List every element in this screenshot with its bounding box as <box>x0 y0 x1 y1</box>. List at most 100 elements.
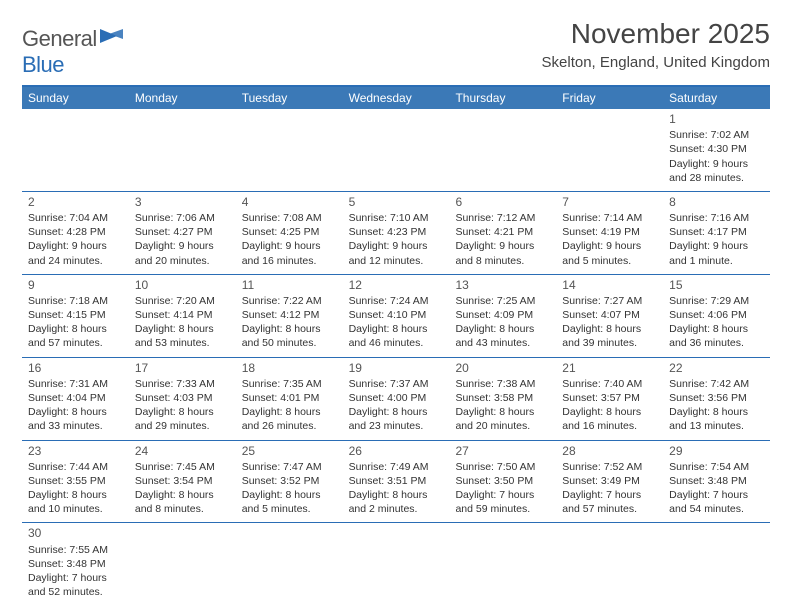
daylight-text: Daylight: 8 hours and 23 minutes. <box>349 405 444 433</box>
sunrise-text: Sunrise: 7:44 AM <box>28 460 123 474</box>
weekday-header: Friday <box>556 87 663 109</box>
day-cell-empty <box>663 523 770 605</box>
day-cell: 16Sunrise: 7:31 AMSunset: 4:04 PMDayligh… <box>22 358 129 440</box>
day-number: 27 <box>455 443 550 459</box>
day-cell: 17Sunrise: 7:33 AMSunset: 4:03 PMDayligh… <box>129 358 236 440</box>
day-number: 4 <box>242 194 337 210</box>
daylight-text: Daylight: 8 hours and 50 minutes. <box>242 322 337 350</box>
day-number: 11 <box>242 277 337 293</box>
sunrise-text: Sunrise: 7:18 AM <box>28 294 123 308</box>
sunset-text: Sunset: 4:03 PM <box>135 391 230 405</box>
weeks-container: 1Sunrise: 7:02 AMSunset: 4:30 PMDaylight… <box>22 109 770 605</box>
logo-text-general: General <box>22 26 97 52</box>
sunrise-text: Sunrise: 7:25 AM <box>455 294 550 308</box>
daylight-text: Daylight: 8 hours and 36 minutes. <box>669 322 764 350</box>
week-row: 16Sunrise: 7:31 AMSunset: 4:04 PMDayligh… <box>22 358 770 441</box>
day-cell: 2Sunrise: 7:04 AMSunset: 4:28 PMDaylight… <box>22 192 129 274</box>
sunset-text: Sunset: 4:28 PM <box>28 225 123 239</box>
sunset-text: Sunset: 3:54 PM <box>135 474 230 488</box>
day-cell: 18Sunrise: 7:35 AMSunset: 4:01 PMDayligh… <box>236 358 343 440</box>
day-cell-empty <box>449 109 556 191</box>
day-number: 29 <box>669 443 764 459</box>
day-cell-empty <box>236 109 343 191</box>
header: General November 2025 Skelton, England, … <box>0 0 792 79</box>
sunrise-text: Sunrise: 7:29 AM <box>669 294 764 308</box>
logo-text-blue: Blue <box>22 52 64 77</box>
sunrise-text: Sunrise: 7:52 AM <box>562 460 657 474</box>
daylight-text: Daylight: 8 hours and 39 minutes. <box>562 322 657 350</box>
day-number: 28 <box>562 443 657 459</box>
sunset-text: Sunset: 3:58 PM <box>455 391 550 405</box>
day-cell-empty <box>236 523 343 605</box>
sunset-text: Sunset: 3:48 PM <box>28 557 123 571</box>
weekday-header: Monday <box>129 87 236 109</box>
sunrise-text: Sunrise: 7:12 AM <box>455 211 550 225</box>
sunset-text: Sunset: 4:00 PM <box>349 391 444 405</box>
week-row: 23Sunrise: 7:44 AMSunset: 3:55 PMDayligh… <box>22 441 770 524</box>
day-cell: 14Sunrise: 7:27 AMSunset: 4:07 PMDayligh… <box>556 275 663 357</box>
daylight-text: Daylight: 9 hours and 1 minute. <box>669 239 764 267</box>
week-row: 1Sunrise: 7:02 AMSunset: 4:30 PMDaylight… <box>22 109 770 192</box>
title-block: November 2025 Skelton, England, United K… <box>542 18 770 71</box>
day-cell: 13Sunrise: 7:25 AMSunset: 4:09 PMDayligh… <box>449 275 556 357</box>
daylight-text: Daylight: 8 hours and 29 minutes. <box>135 405 230 433</box>
day-cell-empty <box>22 109 129 191</box>
sunrise-text: Sunrise: 7:08 AM <box>242 211 337 225</box>
sunrise-text: Sunrise: 7:47 AM <box>242 460 337 474</box>
logo: General <box>22 26 125 52</box>
day-number: 9 <box>28 277 123 293</box>
sunset-text: Sunset: 4:12 PM <box>242 308 337 322</box>
day-cell: 4Sunrise: 7:08 AMSunset: 4:25 PMDaylight… <box>236 192 343 274</box>
day-cell: 24Sunrise: 7:45 AMSunset: 3:54 PMDayligh… <box>129 441 236 523</box>
sunrise-text: Sunrise: 7:14 AM <box>562 211 657 225</box>
daylight-text: Daylight: 8 hours and 2 minutes. <box>349 488 444 516</box>
sunset-text: Sunset: 4:30 PM <box>669 142 764 156</box>
daylight-text: Daylight: 8 hours and 10 minutes. <box>28 488 123 516</box>
sunset-text: Sunset: 4:15 PM <box>28 308 123 322</box>
sunset-text: Sunset: 3:55 PM <box>28 474 123 488</box>
weekday-header: Thursday <box>449 87 556 109</box>
day-cell-empty <box>343 523 450 605</box>
daylight-text: Daylight: 8 hours and 5 minutes. <box>242 488 337 516</box>
day-number: 3 <box>135 194 230 210</box>
calendar: SundayMondayTuesdayWednesdayThursdayFrid… <box>22 85 770 605</box>
sunrise-text: Sunrise: 7:24 AM <box>349 294 444 308</box>
day-cell: 29Sunrise: 7:54 AMSunset: 3:48 PMDayligh… <box>663 441 770 523</box>
sunset-text: Sunset: 4:07 PM <box>562 308 657 322</box>
day-number: 17 <box>135 360 230 376</box>
daylight-text: Daylight: 9 hours and 16 minutes. <box>242 239 337 267</box>
sunset-text: Sunset: 3:49 PM <box>562 474 657 488</box>
sunrise-text: Sunrise: 7:54 AM <box>669 460 764 474</box>
day-cell-empty <box>449 523 556 605</box>
day-cell: 12Sunrise: 7:24 AMSunset: 4:10 PMDayligh… <box>343 275 450 357</box>
sunset-text: Sunset: 3:56 PM <box>669 391 764 405</box>
sunset-text: Sunset: 4:19 PM <box>562 225 657 239</box>
sunset-text: Sunset: 3:51 PM <box>349 474 444 488</box>
day-number: 21 <box>562 360 657 376</box>
sunrise-text: Sunrise: 7:45 AM <box>135 460 230 474</box>
day-cell: 25Sunrise: 7:47 AMSunset: 3:52 PMDayligh… <box>236 441 343 523</box>
day-cell-empty <box>129 523 236 605</box>
daylight-text: Daylight: 8 hours and 46 minutes. <box>349 322 444 350</box>
daylight-text: Daylight: 7 hours and 57 minutes. <box>562 488 657 516</box>
daylight-text: Daylight: 8 hours and 57 minutes. <box>28 322 123 350</box>
daylight-text: Daylight: 9 hours and 24 minutes. <box>28 239 123 267</box>
sunset-text: Sunset: 4:04 PM <box>28 391 123 405</box>
sunset-text: Sunset: 4:25 PM <box>242 225 337 239</box>
daylight-text: Daylight: 9 hours and 12 minutes. <box>349 239 444 267</box>
day-number: 6 <box>455 194 550 210</box>
sunrise-text: Sunrise: 7:02 AM <box>669 128 764 142</box>
daylight-text: Daylight: 9 hours and 5 minutes. <box>562 239 657 267</box>
sunset-text: Sunset: 3:57 PM <box>562 391 657 405</box>
sunset-text: Sunset: 4:27 PM <box>135 225 230 239</box>
day-number: 19 <box>349 360 444 376</box>
day-number: 14 <box>562 277 657 293</box>
weekday-header: Wednesday <box>343 87 450 109</box>
day-number: 5 <box>349 194 444 210</box>
sunset-text: Sunset: 4:17 PM <box>669 225 764 239</box>
day-number: 7 <box>562 194 657 210</box>
day-number: 10 <box>135 277 230 293</box>
day-number: 23 <box>28 443 123 459</box>
weekday-header: Sunday <box>22 87 129 109</box>
daylight-text: Daylight: 7 hours and 59 minutes. <box>455 488 550 516</box>
